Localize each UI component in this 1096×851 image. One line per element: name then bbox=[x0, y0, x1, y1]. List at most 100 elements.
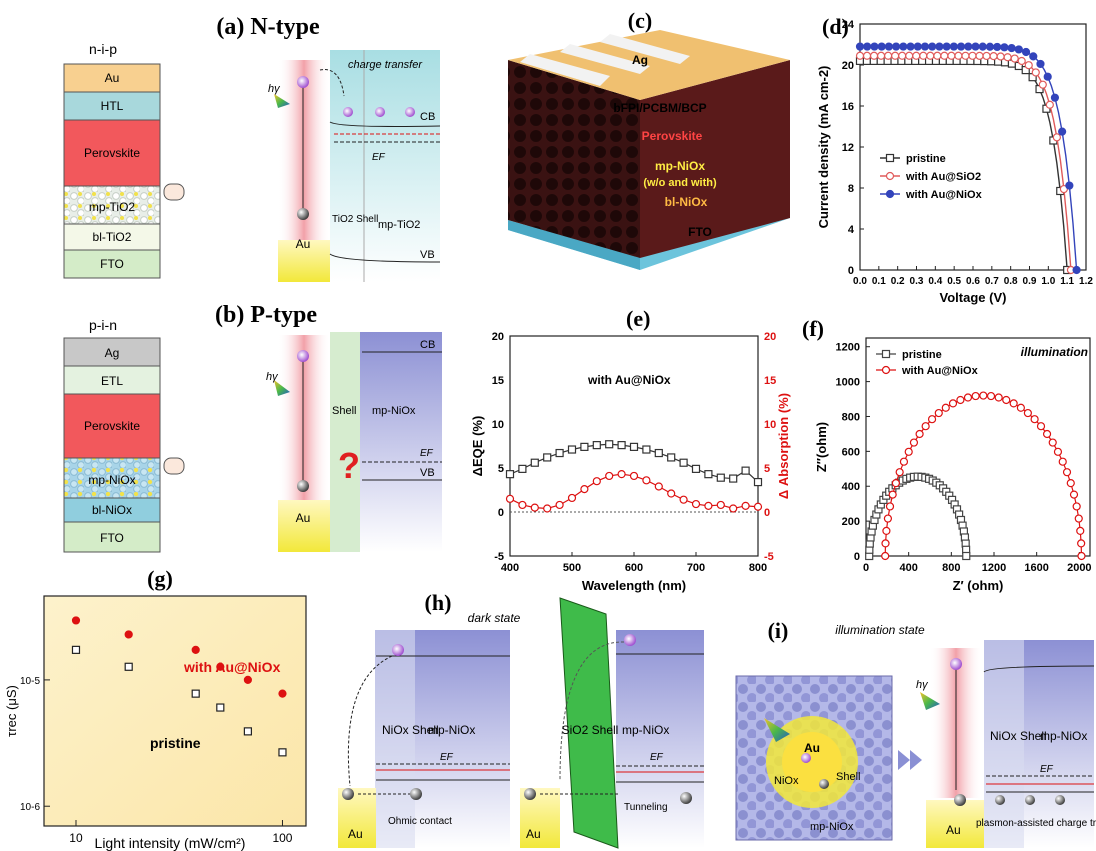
chart-e-ytick-label: 5 bbox=[498, 463, 504, 475]
chart-e-ytick-label: 15 bbox=[492, 375, 504, 387]
chart-g-xtick-label: 100 bbox=[272, 831, 292, 845]
svg-text:mp-TiO2: mp-TiO2 bbox=[89, 200, 136, 214]
chart-d-point bbox=[1010, 54, 1019, 63]
chart-d-point bbox=[1021, 47, 1031, 57]
chart-d-point bbox=[1014, 45, 1023, 54]
chart-d-ytick-label: 16 bbox=[842, 101, 854, 113]
svg-text:Perovskite: Perovskite bbox=[642, 129, 703, 143]
svg-text:mp-TiO2: mp-TiO2 bbox=[378, 219, 420, 231]
chart-d-point bbox=[947, 51, 956, 60]
chart-f-point bbox=[1048, 438, 1057, 447]
chart-f-point bbox=[1002, 395, 1011, 405]
chart-f-point bbox=[962, 551, 971, 561]
chart-g-point bbox=[124, 662, 133, 671]
svg-text:mp-NiOx: mp-NiOx bbox=[655, 159, 705, 173]
svg-text:Tunneling: Tunneling bbox=[624, 802, 668, 813]
chart-d-point bbox=[877, 42, 886, 51]
chart-e-point bbox=[716, 473, 725, 482]
chart-d-point bbox=[1045, 100, 1054, 109]
svg-text:hγ: hγ bbox=[266, 371, 279, 383]
chart-g-frame bbox=[43, 595, 307, 827]
chart-f-point bbox=[956, 395, 965, 405]
chart-d-xtick-label: 0.8 bbox=[1004, 276, 1018, 287]
chart-f-point bbox=[921, 422, 930, 431]
chart-e-point bbox=[555, 500, 564, 510]
svg-text:VB: VB bbox=[420, 249, 435, 261]
chart-e-xtick-label: 500 bbox=[563, 562, 581, 574]
chart-e-point bbox=[741, 466, 750, 475]
chart-d-xtick-label: 0.7 bbox=[985, 276, 999, 287]
chart-f-legend-marker bbox=[881, 365, 891, 375]
chart-e-point bbox=[691, 499, 701, 509]
chart-d-xtick-label: 0.0 bbox=[853, 276, 867, 287]
chart-e-xtick-label: 800 bbox=[749, 562, 767, 574]
chart-d-point bbox=[876, 51, 886, 60]
panel-a-label: (a) N-type bbox=[216, 14, 320, 40]
chart-d-xtick-label: 0.1 bbox=[872, 276, 886, 287]
svg-text:Au: Au bbox=[105, 71, 120, 85]
chart-d-point bbox=[949, 42, 958, 51]
chart-d-xlabel: Voltage (V) bbox=[940, 290, 1007, 305]
chart-g-series-label-0: with Au@NiOx bbox=[183, 659, 281, 675]
chart-d-legend-marker bbox=[885, 153, 895, 163]
chart-e-point bbox=[753, 502, 763, 511]
chart-d-point bbox=[1003, 53, 1012, 62]
chart-e-label: (e) bbox=[626, 306, 650, 331]
chart-d-point bbox=[1017, 56, 1026, 66]
chart-d-legend-label: with Au@NiOx bbox=[905, 189, 983, 201]
chart-e-point bbox=[629, 471, 639, 481]
chart-d-ytick-label: 20 bbox=[842, 60, 854, 72]
chart-d-point bbox=[905, 51, 914, 60]
chart-e-xtick-label: 700 bbox=[687, 562, 705, 574]
chart-e-point bbox=[543, 453, 552, 462]
chart-e-point bbox=[605, 440, 614, 449]
chart-d-ytick-label: 4 bbox=[848, 224, 855, 236]
svg-text:Au: Au bbox=[348, 827, 363, 841]
svg-text:mp-NiOx: mp-NiOx bbox=[88, 473, 135, 487]
chart-e-point bbox=[518, 464, 527, 473]
svg-text:hγ: hγ bbox=[268, 83, 281, 95]
chart-f-ytick-label: 1000 bbox=[836, 377, 860, 389]
chart-d-point bbox=[869, 51, 879, 60]
svg-text:TiO2 Shell: TiO2 Shell bbox=[332, 214, 378, 225]
chart-f-point bbox=[915, 429, 924, 439]
chart-d-point bbox=[884, 42, 893, 51]
chart-e-point bbox=[654, 482, 663, 491]
chart-e-point bbox=[679, 495, 688, 504]
chart-d-point bbox=[928, 42, 937, 51]
chart-d-xtick-label: 0.3 bbox=[910, 276, 924, 287]
chart-d-point bbox=[1007, 43, 1016, 53]
svg-text:Perovskite: Perovskite bbox=[84, 419, 140, 433]
chart-d-xtick-label: 1.2 bbox=[1079, 276, 1093, 287]
chart-e-point bbox=[530, 458, 539, 467]
chart-f-frame bbox=[865, 337, 1091, 557]
chart-f-point bbox=[1058, 457, 1067, 466]
svg-text:NiOx: NiOx bbox=[774, 775, 799, 787]
chart-e-ytick-label: 0 bbox=[498, 507, 504, 519]
chart-e-point bbox=[691, 464, 701, 473]
chart-d-point bbox=[956, 42, 966, 51]
panel-b-stack-title: p-i-n bbox=[89, 317, 117, 333]
chart-d-ytick-label: 12 bbox=[842, 142, 854, 154]
chart-g-series-label-1: pristine bbox=[150, 735, 201, 751]
chart-d-point bbox=[863, 42, 872, 51]
chart-e-point bbox=[704, 470, 713, 479]
chart-d-point bbox=[884, 51, 893, 60]
svg-text:FTO: FTO bbox=[100, 531, 124, 545]
chart-e-xtick-label: 600 bbox=[625, 562, 643, 574]
hand-pointer-icon bbox=[163, 183, 185, 201]
chart-d-point bbox=[989, 52, 998, 61]
chart-f: (f) 0 400 800 1200 1600 2000 0 200 400 600 800 1000… bbox=[802, 316, 1092, 593]
chart-f-xtick-label: 0 bbox=[863, 562, 869, 574]
chart-f-point bbox=[895, 468, 904, 477]
chart-e-ytick-label-right: 15 bbox=[764, 375, 776, 387]
chart-d-point bbox=[935, 42, 944, 51]
chart-f-legend-marker bbox=[881, 349, 891, 359]
chart-f-point bbox=[1066, 479, 1075, 488]
chart-g-point bbox=[71, 645, 81, 654]
chart-e-ytick-label-right: -5 bbox=[764, 551, 774, 563]
chart-d-point bbox=[862, 51, 872, 60]
chart-d-point bbox=[1024, 61, 1033, 70]
svg-text:Shell: Shell bbox=[836, 771, 860, 783]
chart-e-point bbox=[505, 494, 515, 503]
